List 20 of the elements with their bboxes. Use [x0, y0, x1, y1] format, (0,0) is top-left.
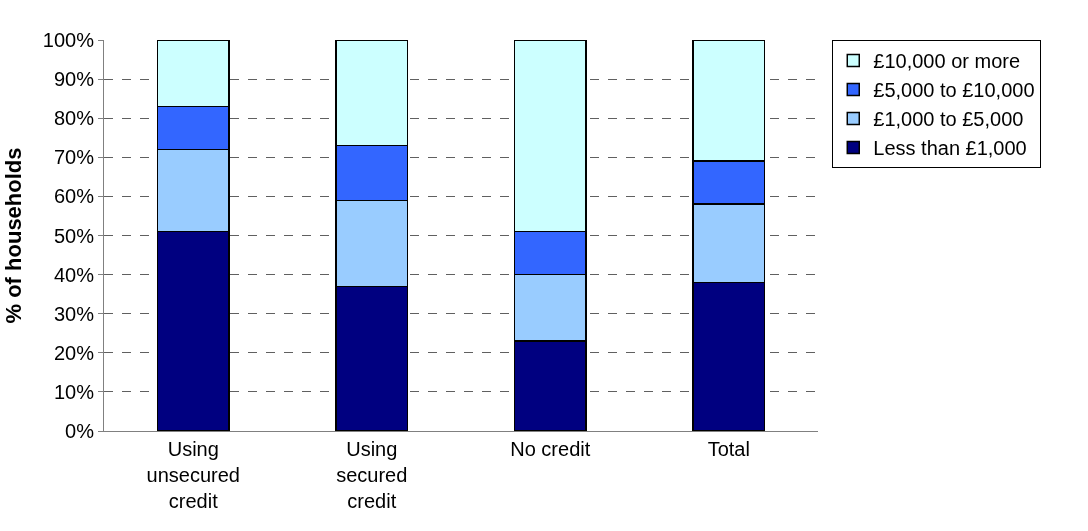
y-tick-label: 80%: [53, 107, 95, 130]
y-tick-label: 100%: [42, 29, 95, 51]
y-tick-label: 0%: [65, 420, 95, 442]
y-tick-label: 30%: [53, 302, 95, 325]
legend-label: Less than £1,000: [873, 137, 1027, 160]
x-tick-label: Using unsecured credit: [146, 438, 240, 512]
y-tick-label: 70%: [53, 146, 95, 169]
y-tick-label: 10%: [53, 380, 95, 403]
y-tick-label: 40%: [53, 263, 95, 286]
legend-label: £5,000 to £10,000: [873, 79, 1035, 102]
x-tick-label: Using secured credit: [336, 438, 408, 512]
legend-label: £1,000 to £5,000: [873, 108, 1024, 131]
x-tick-label: No credit: [510, 438, 591, 460]
y-tick-label: 60%: [53, 185, 95, 208]
y-tick-label: 90%: [53, 68, 95, 91]
x-tick-label: Total: [707, 438, 750, 460]
legend-label: £10,000 or more: [873, 50, 1021, 73]
y-tick-label: 20%: [53, 341, 95, 364]
y-tick-label: 50%: [53, 224, 95, 247]
y-axis-title: % of households: [0, 147, 26, 324]
